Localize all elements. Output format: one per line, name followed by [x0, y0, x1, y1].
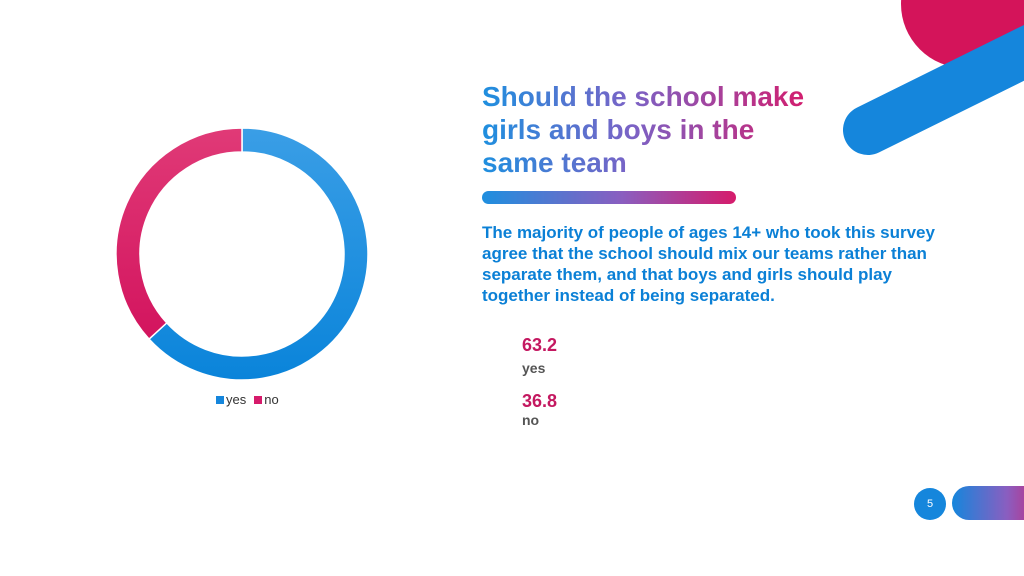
- page-number: 5: [914, 488, 946, 520]
- legend-item-yes: yes: [216, 392, 246, 407]
- deco-gradient-pill: [952, 486, 1024, 520]
- deco-blue-pill: [843, 24, 1024, 155]
- slide-title: Should the school make girls and boys in…: [482, 80, 812, 179]
- legend-label-yes: yes: [226, 392, 247, 407]
- donut-chart: [115, 127, 369, 381]
- chart-legend: yes no: [216, 392, 285, 407]
- donut-slice-yes: [148, 127, 369, 381]
- title-underline-bar: [482, 191, 736, 204]
- stat-yes-label: yes: [522, 360, 546, 376]
- stat-yes-value: 63.2: [522, 335, 558, 355]
- legend-swatch-yes: [216, 395, 224, 404]
- stat-no-label: no: [522, 412, 540, 428]
- donut-slice-no: [115, 127, 243, 341]
- stat-no-value: 36.8: [522, 391, 558, 411]
- slide-body-text: The majority of people of ages 14+ who t…: [482, 223, 935, 305]
- legend-swatch-no: [254, 395, 263, 404]
- legend-label-no: no: [264, 392, 279, 407]
- legend-item-no: no: [254, 392, 279, 407]
